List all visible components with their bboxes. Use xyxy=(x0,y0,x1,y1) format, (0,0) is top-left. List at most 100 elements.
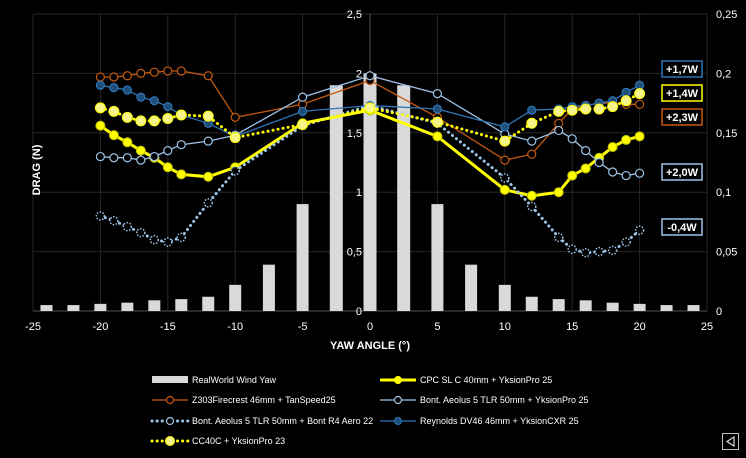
data-point xyxy=(163,66,173,76)
data-point xyxy=(594,246,604,257)
data-point xyxy=(566,104,578,116)
x-tick-label: -5 xyxy=(298,321,308,333)
x-axis-title: YAW ANGLE (°) xyxy=(330,340,410,352)
legend-marker xyxy=(394,417,402,425)
data-point xyxy=(500,173,510,183)
x-tick-label: -15 xyxy=(160,321,176,333)
data-point xyxy=(527,105,537,115)
wind-yaw-bar xyxy=(465,264,478,311)
power-delta-label: +1,4W xyxy=(666,88,699,100)
data-point xyxy=(620,95,632,107)
data-point xyxy=(526,190,537,201)
series-3 xyxy=(95,100,645,258)
data-point xyxy=(634,80,645,90)
data-point xyxy=(203,136,213,146)
data-point xyxy=(499,135,511,147)
y2-tick-label: 0,25 xyxy=(716,9,737,21)
x-tick-label: 5 xyxy=(434,321,440,333)
data-point xyxy=(122,153,132,163)
wind-yaw-bar xyxy=(397,85,411,311)
x-tick-label: 20 xyxy=(633,321,645,333)
data-point xyxy=(607,245,618,256)
data-point xyxy=(230,112,240,122)
data-point xyxy=(608,167,618,177)
data-point xyxy=(593,103,605,115)
wind-yaw-bar xyxy=(121,302,134,311)
y-axis-title: DRAG (N) xyxy=(31,144,43,195)
x-tick-label: 10 xyxy=(499,321,511,333)
wind-yaw-bar xyxy=(175,299,188,311)
data-point xyxy=(176,169,187,180)
data-point xyxy=(176,232,187,243)
power-delta-frame xyxy=(661,163,703,181)
data-point xyxy=(567,244,577,254)
wind-yaw-bar xyxy=(687,305,700,311)
data-point xyxy=(175,109,187,121)
data-point xyxy=(230,166,240,176)
power-delta-boxes: +1,7W +1,4W +2,3W +2,0W -0,4W xyxy=(661,60,703,236)
y2-tick-label: 0,05 xyxy=(716,247,737,259)
power-delta-frame xyxy=(661,84,703,102)
wind-yaw-bar xyxy=(525,296,538,311)
legend-label: CPC SL C 40mm + YksionPro 25 xyxy=(420,375,552,385)
data-point xyxy=(553,187,564,198)
data-point xyxy=(136,68,146,79)
data-point xyxy=(95,72,106,82)
data-point xyxy=(554,125,564,136)
data-point xyxy=(432,131,443,142)
legend-entry: Bont. Aeolus 5 TLR 50mm + YksionPro 25 xyxy=(380,395,589,405)
legend-marker xyxy=(165,395,175,405)
tick-labels: -25 -20 -15 -10 -5 0 5 10 15 20 2500,511,522,500,0… xyxy=(25,9,737,333)
series-5 xyxy=(94,88,646,147)
wind-yaw-bar xyxy=(660,305,673,311)
legend-label: CC40C + YksionPro 23 xyxy=(192,436,285,446)
data-point xyxy=(634,88,646,100)
wind-yaw-bar xyxy=(329,85,343,311)
data-point xyxy=(567,134,577,144)
wind-yaw-bar xyxy=(148,300,161,311)
data-point xyxy=(580,248,591,258)
data-point xyxy=(94,102,106,114)
data-point xyxy=(500,122,510,132)
legend-entry: Bont. Aeolus 5 TLR 50mm + Bont R4 Aero 2… xyxy=(150,416,373,426)
legend-marker xyxy=(165,416,175,426)
data-point xyxy=(499,184,510,195)
power-delta-box: +1,7W xyxy=(661,60,703,78)
power-delta-label: +2,0W xyxy=(666,167,699,179)
power-delta-label: +1,7W xyxy=(666,64,699,76)
data-point xyxy=(594,157,604,168)
legend-label: Z303Firecrest 46mm + TanSpeed25 xyxy=(192,395,336,405)
data-point xyxy=(163,146,173,156)
power-delta-frame xyxy=(661,60,703,78)
data-point xyxy=(553,232,564,243)
x-tick-label: 0 xyxy=(367,321,373,333)
data-point xyxy=(95,151,106,162)
data-point xyxy=(580,103,592,115)
data-point xyxy=(149,234,160,245)
data-point xyxy=(607,142,618,153)
legend-label: RealWorld Wind Yaw xyxy=(192,375,277,385)
data-point xyxy=(176,66,186,76)
wind-yaw-bar xyxy=(606,302,619,311)
data-point xyxy=(149,67,159,77)
expand-button[interactable] xyxy=(722,433,739,450)
data-point xyxy=(122,137,133,148)
data-point xyxy=(162,162,173,173)
wind-yaw-bar xyxy=(579,300,592,311)
data-point xyxy=(553,105,565,117)
data-point xyxy=(122,71,132,81)
data-point xyxy=(567,170,578,181)
data-point xyxy=(136,227,146,238)
y-tick-label: 2 xyxy=(356,68,362,80)
data-point xyxy=(634,225,645,235)
wind-yaw-bar xyxy=(94,303,107,311)
data-point xyxy=(95,211,106,221)
data-point xyxy=(135,115,147,127)
power-delta-label: +2,3W xyxy=(666,112,699,124)
data-point xyxy=(148,115,160,127)
data-point xyxy=(621,87,631,98)
data-point xyxy=(108,130,119,141)
x-tick-label: -10 xyxy=(227,321,243,333)
data-point xyxy=(297,118,309,130)
